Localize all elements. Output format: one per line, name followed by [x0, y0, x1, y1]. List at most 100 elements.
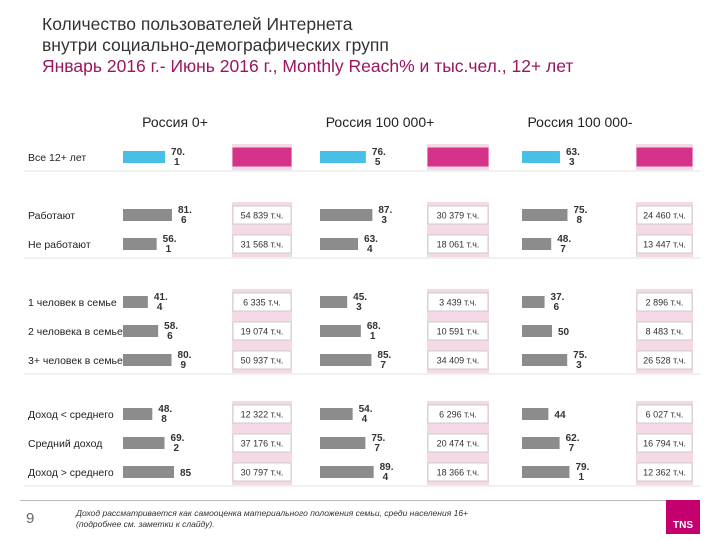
bar-1-7 — [320, 437, 366, 449]
reach-label-0-7-1: 2 — [174, 443, 180, 454]
reach-label-2-4-0: 50 — [558, 327, 570, 338]
bar-1-5 — [320, 354, 372, 366]
tns-logo: TNS — [666, 500, 700, 534]
reach-label-1-6-1: 4 — [362, 414, 368, 425]
reach-label-1-8-1: 4 — [383, 472, 389, 483]
users-value-1-6: 6 296 т.ч. — [439, 410, 477, 420]
row-label-6: Доход < среднего — [28, 409, 114, 421]
bar-2-3 — [522, 296, 545, 308]
value-box-2-5 — [636, 350, 693, 370]
reach-label-1-1-0: 87. — [378, 205, 392, 216]
users-value-0-6: 12 322 т.ч. — [241, 410, 284, 420]
reach-label-0-2-0: 56. — [163, 234, 177, 245]
footer-divider — [20, 500, 690, 501]
value-box-1-7 — [427, 433, 489, 453]
value-box-1-1 — [427, 205, 489, 225]
value-box-1-5 — [427, 350, 489, 370]
reach-label-2-7-0: 62. — [566, 433, 580, 444]
users-value-0-2: 31 568 т.ч. — [241, 240, 284, 250]
reach-label-1-4-0: 68. — [367, 321, 381, 332]
value-box-2-2 — [636, 234, 693, 254]
column-header-russia-100k-minus: Россия 100 000- — [527, 114, 633, 130]
users-value-2-5: 26 528 т.ч. — [643, 356, 686, 366]
reach-label-0-0-0: 70. — [171, 147, 185, 158]
users-value-1-4: 10 591 т.ч. — [437, 327, 480, 337]
bar-0-1 — [123, 209, 172, 221]
value-box-1-3 — [427, 292, 489, 312]
users-value-2-7: 16 794 т.ч. — [643, 439, 686, 449]
reach-label-0-2-1: 1 — [166, 244, 172, 255]
page-title: Количество пользователей Интернета внутр… — [42, 14, 573, 77]
users-value-1-5: 34 409 т.ч. — [437, 356, 480, 366]
value-box-0-7 — [232, 433, 292, 453]
users-value-0-4: 19 074 т.ч. — [241, 327, 284, 337]
reach-label-0-6-0: 48. — [158, 404, 172, 415]
value-box-1-2 — [427, 234, 489, 254]
reach-label-2-1-0: 75. — [573, 205, 587, 216]
users-value-2-1: 24 460 т.ч. — [643, 211, 686, 221]
row-label-3: 1 человек в семье — [28, 297, 117, 309]
row-label-2: Не работают — [28, 239, 91, 251]
bar-1-0 — [320, 151, 366, 163]
value-box-2-3 — [636, 292, 693, 312]
reach-label-0-1-0: 81. — [178, 205, 192, 216]
reach-label-2-0-0: 63. — [566, 147, 580, 158]
row-label-8: Доход > среднего — [28, 467, 114, 479]
users-value-1-3: 3 439 т.ч. — [439, 298, 477, 308]
column-header-russia-100k-plus: Россия 100 000+ — [325, 114, 435, 130]
bar-2-5 — [522, 354, 568, 366]
users-value-0-5: 50 937 т.ч. — [241, 356, 284, 366]
value-box-2-8 — [636, 462, 693, 482]
value-box-2-6 — [636, 404, 693, 424]
reach-label-2-2-1: 7 — [560, 244, 566, 255]
reach-label-1-8-0: 89. — [380, 462, 394, 473]
bar-1-1 — [320, 209, 373, 221]
bar-2-0 — [522, 151, 560, 163]
bar-0-3 — [123, 296, 148, 308]
bar-0-4 — [123, 325, 159, 337]
reach-label-1-2-1: 4 — [367, 244, 373, 255]
row-label-1: Работают — [28, 210, 75, 222]
reach-label-1-4-1: 1 — [370, 331, 376, 342]
reach-label-0-4-0: 58. — [164, 321, 178, 332]
bar-1-6 — [320, 408, 353, 420]
reach-label-2-0-1: 3 — [569, 157, 575, 168]
users-value-2-6: 6 027 т.ч. — [646, 410, 684, 420]
users-value-0-7: 37 176 т.ч. — [241, 439, 284, 449]
reach-label-0-4-1: 6 — [167, 331, 173, 342]
value-box-2-4 — [636, 321, 693, 341]
bar-0-8 — [123, 466, 174, 478]
reach-label-1-0-1: 5 — [375, 157, 381, 168]
row-label-4: 2 человека в семье — [28, 326, 123, 338]
value-box-0-8 — [232, 462, 292, 482]
reach-label-1-3-0: 45. — [353, 292, 367, 303]
users-value-2-4: 8 483 т.ч. — [646, 327, 684, 337]
bar-2-2 — [522, 238, 552, 250]
page-number: 9 — [26, 510, 35, 527]
row-label-7: Средний доход — [28, 438, 102, 450]
bar-1-2 — [320, 238, 359, 250]
value-box-1-0 — [427, 147, 489, 167]
reach-label-1-7-0: 75. — [371, 433, 385, 444]
reach-label-2-5-1: 3 — [576, 360, 582, 371]
value-box-2-7 — [636, 433, 693, 453]
title-line-2: внутри социально-демографических групп — [42, 35, 389, 55]
reach-label-0-8-0: 85 — [180, 468, 192, 479]
users-value-0-3: 6 335 т.ч. — [243, 298, 281, 308]
bar-0-6 — [123, 408, 153, 420]
bar-1-8 — [320, 466, 374, 478]
bar-2-8 — [522, 466, 570, 478]
value-box-0-1 — [232, 205, 292, 225]
title-line-1: Количество пользователей Интернета — [42, 14, 353, 34]
reach-label-0-5-0: 80. — [178, 350, 192, 361]
footnote: Доход рассматривается как самооценка мат… — [76, 508, 469, 529]
reach-label-0-6-1: 8 — [161, 414, 167, 425]
reach-label-1-5-1: 7 — [380, 360, 386, 371]
reach-label-1-1-1: 3 — [381, 215, 387, 226]
users-value-1-7: 20 474 т.ч. — [437, 439, 480, 449]
reach-label-2-3-1: 6 — [554, 302, 560, 313]
reach-label-1-7-1: 7 — [374, 443, 380, 454]
value-box-0-0 — [232, 147, 292, 167]
title-line-3: Январь 2016 г.- Июнь 2016 г., Monthly Re… — [42, 56, 574, 76]
